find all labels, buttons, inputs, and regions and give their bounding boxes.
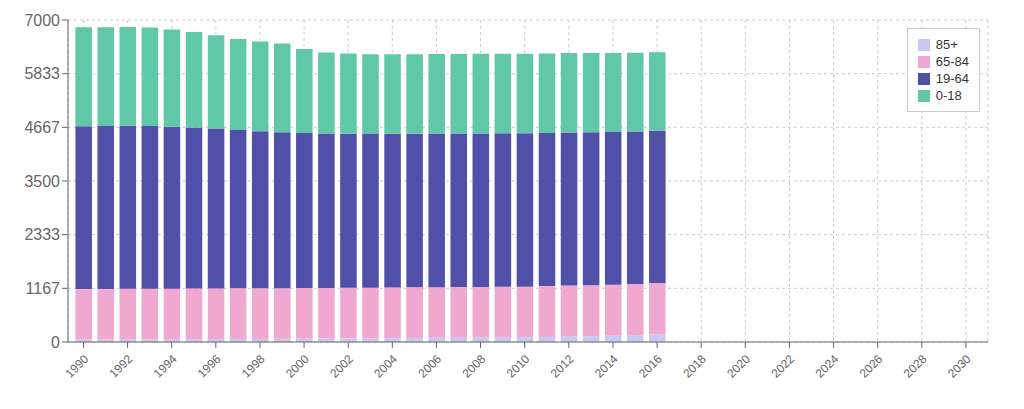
svg-text:3500: 3500 [24,173,60,190]
html-text:0-18: 0-18 [935,88,962,103]
svg-text:2004: 2004 [371,352,400,381]
svg-text:1998: 1998 [239,352,268,381]
svg-text:2002: 2002 [327,352,356,381]
svg-text:2014: 2014 [592,352,621,381]
html-text:65-84: 65-84 [935,54,969,69]
svg-text:2000: 2000 [283,352,312,381]
svg-text:2006: 2006 [415,352,444,381]
svg-text:2020: 2020 [724,352,753,381]
svg-text:5833: 5833 [24,65,60,82]
svg-text:2012: 2012 [548,352,577,381]
svg-text:1996: 1996 [195,352,224,381]
svg-text:2333: 2333 [24,226,60,243]
svg-text:2018: 2018 [680,352,709,381]
svg-text:1167: 1167 [26,280,61,297]
svg-text:7000: 7000 [24,12,60,29]
svg-text:2022: 2022 [768,352,797,381]
html-text:85+: 85+ [935,37,958,52]
svg-text:2026: 2026 [857,352,886,381]
svg-text:1990: 1990 [62,352,91,381]
svg-text:4667: 4667 [24,119,60,136]
svg-text:1992: 1992 [107,352,136,381]
svg-text:2016: 2016 [636,352,665,381]
svg-text:2030: 2030 [945,352,974,381]
svg-text:2028: 2028 [901,352,930,381]
html-text:19-64: 19-64 [935,71,969,86]
svg-text:0: 0 [51,334,60,351]
svg-text:2010: 2010 [504,352,533,381]
svg-text:2024: 2024 [813,352,842,381]
svg-text:2008: 2008 [460,352,489,381]
svg-text:1994: 1994 [151,352,180,381]
